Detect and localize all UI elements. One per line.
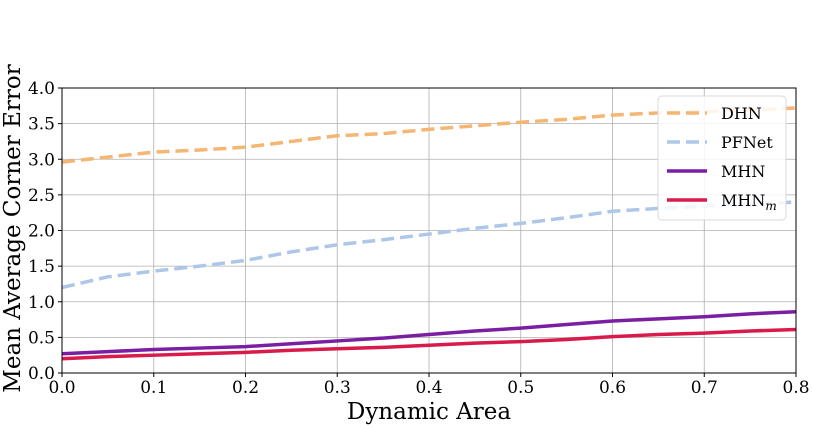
y-tick-label: 0.5 bbox=[28, 328, 55, 348]
y-tick-label: 1.0 bbox=[28, 293, 55, 313]
legend-label-text: MHN bbox=[721, 191, 765, 210]
x-tick-label: 0.6 bbox=[599, 378, 626, 398]
legend-label-text: DHN bbox=[721, 104, 762, 123]
y-axis-ticks: 0.0 0.5 1.0 1.5 2.0 2.5 3.0 3.5 4.0 bbox=[28, 79, 62, 384]
legend-label-mhnm: MHNm bbox=[721, 191, 777, 213]
x-axis-title: Dynamic Area bbox=[347, 399, 512, 425]
legend-label-text: PFNet bbox=[721, 133, 773, 152]
x-tick-label: 0.8 bbox=[782, 378, 809, 398]
x-tick-label: 0.2 bbox=[232, 378, 259, 398]
x-tick-label: 0.4 bbox=[415, 378, 442, 398]
legend-box bbox=[657, 95, 787, 221]
y-tick-label: 3.0 bbox=[28, 150, 55, 170]
legend-label-pfnet: PFNet bbox=[721, 133, 773, 152]
y-tick-label: 2.0 bbox=[28, 222, 55, 242]
legend-label-mhn: MHN bbox=[721, 162, 765, 181]
y-tick-label: 4.0 bbox=[28, 79, 55, 99]
x-tick-label: 0.0 bbox=[48, 378, 75, 398]
x-tick-label: 0.7 bbox=[691, 378, 718, 398]
x-axis-ticks: 0.0 0.1 0.2 0.3 0.4 0.5 0.6 0.7 0.8 bbox=[48, 373, 810, 398]
y-tick-label: 3.5 bbox=[28, 115, 55, 135]
legend-label-subscript: m bbox=[765, 199, 776, 213]
y-tick-label: 1.5 bbox=[28, 257, 55, 277]
legend-label-dhn: DHN bbox=[721, 104, 762, 123]
y-tick-label: 0.0 bbox=[28, 364, 55, 384]
y-tick-label: 2.5 bbox=[28, 186, 55, 206]
x-tick-label: 0.3 bbox=[324, 378, 351, 398]
y-axis-title: Mean Average Corner Error bbox=[0, 64, 26, 392]
x-tick-label: 0.5 bbox=[507, 378, 534, 398]
x-tick-label: 0.1 bbox=[140, 378, 167, 398]
legend-label-text: MHN bbox=[721, 162, 765, 181]
